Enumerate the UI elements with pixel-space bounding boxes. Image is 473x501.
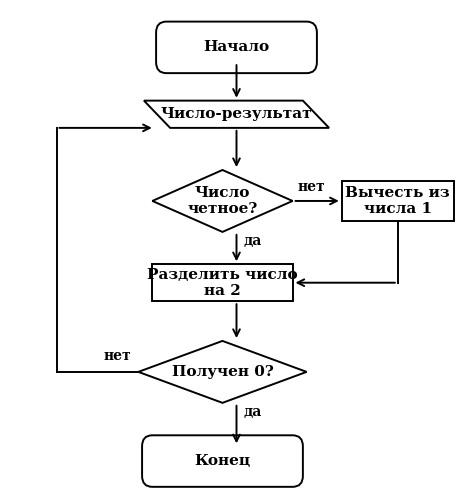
Text: нет: нет	[297, 179, 325, 193]
FancyBboxPatch shape	[156, 22, 317, 73]
Text: Разделить число
на 2: Разделить число на 2	[147, 268, 298, 298]
Text: Конец: Конец	[194, 454, 251, 468]
Text: нет: нет	[104, 349, 131, 363]
Text: да: да	[244, 234, 263, 248]
Text: Начало: Начало	[203, 41, 270, 55]
Polygon shape	[144, 101, 329, 128]
Text: Вычесть из
числа 1: Вычесть из числа 1	[345, 186, 450, 216]
FancyBboxPatch shape	[142, 435, 303, 487]
Bar	[152, 264, 293, 301]
Polygon shape	[138, 341, 307, 403]
Polygon shape	[152, 170, 293, 232]
Text: да: да	[244, 405, 263, 419]
Bar	[342, 181, 454, 221]
Text: Число
четное?: Число четное?	[187, 186, 258, 216]
Text: Получен 0?: Получен 0?	[172, 365, 273, 379]
Text: Число-результат: Число-результат	[161, 107, 312, 121]
